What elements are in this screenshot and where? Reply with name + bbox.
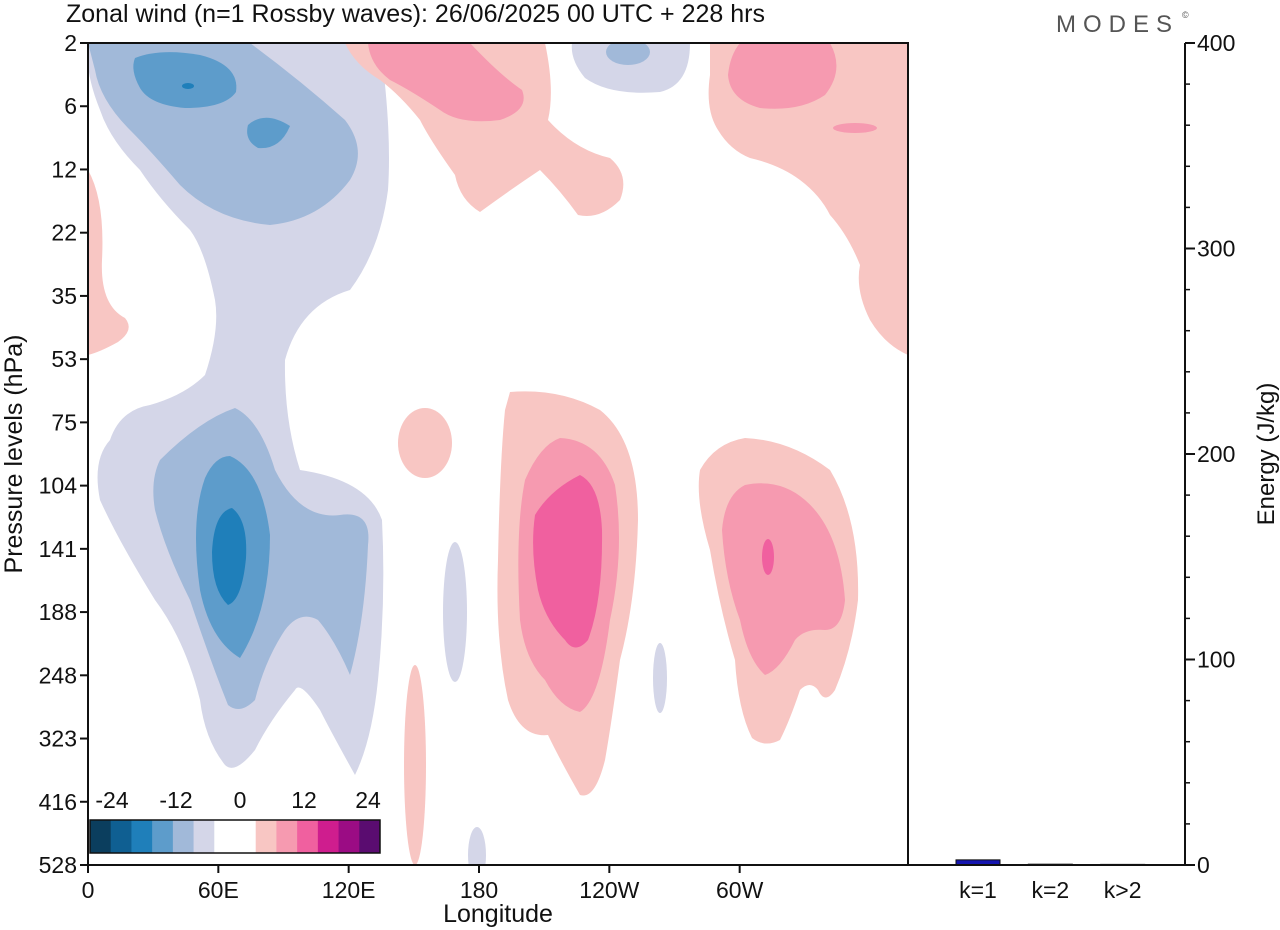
colorbar-label: -12 [159, 787, 192, 813]
colorbar-cell [359, 820, 381, 853]
y-tick-label: 416 [39, 789, 77, 815]
colorbar-cell [255, 820, 277, 853]
x-tick-label: 60E [198, 877, 239, 903]
colorbar-cell [235, 820, 257, 853]
colorbar-cell [276, 820, 298, 853]
y-tick-label: 12 [51, 156, 77, 182]
colorbar-frame [89, 819, 381, 854]
colorbar-cell [172, 820, 195, 853]
energy-category-label: k>2 [1104, 877, 1142, 903]
contour-pos-5 [833, 123, 877, 133]
energy-tick-label: 0 [1197, 852, 1210, 878]
x-axis: 0 60E 120E 180 120W 60W [82, 865, 764, 903]
y-tick-label: 104 [39, 473, 78, 499]
x-tick-label: 120W [579, 877, 639, 903]
energy-axis-label: Energy (J/kg) [1253, 383, 1280, 526]
contour-neg-3b [247, 117, 290, 149]
energy-tick-label: 100 [1197, 647, 1235, 673]
contour-pos-8 [404, 665, 426, 865]
contour-neg-3a [133, 52, 237, 108]
contour-pos-4 [728, 43, 837, 109]
y-tick-label: 141 [39, 536, 77, 562]
x-tick-label: 60W [716, 877, 764, 903]
contour-neg-8 [571, 43, 690, 93]
contour-neg-9 [606, 43, 650, 65]
colorbar-cell [214, 820, 236, 853]
y-tick-label: 53 [51, 346, 77, 372]
colorbar-cell [338, 820, 360, 853]
colorbar-cell [297, 820, 319, 853]
contour-pos-13 [722, 483, 845, 675]
y-tick-label: 75 [51, 409, 77, 435]
colorbar-label: 12 [291, 787, 317, 813]
modes-logo: MODES [1056, 11, 1179, 38]
contour-neg-5 [443, 542, 467, 682]
y-tick-label: 188 [39, 599, 77, 625]
y-tick-label: 6 [64, 93, 77, 119]
contour-pos-3 [708, 43, 908, 355]
x-tick-label: 120E [322, 877, 376, 903]
x-axis-label: Longitude [443, 900, 553, 928]
contour-neg-4b [212, 508, 247, 605]
contour-neg-4a [182, 83, 194, 89]
colorbar-label: 0 [234, 787, 247, 813]
y-tick-label: 22 [51, 220, 77, 246]
contour-field [88, 43, 908, 865]
contour-neg-7 [468, 827, 486, 865]
y-axis: 2 6 12 22 35 53 75 104 141 188 248 323 416 528 [39, 30, 88, 878]
energy-category-label: k=2 [1031, 877, 1069, 903]
colorbar-cell [110, 820, 132, 853]
energy-tick-label: 300 [1197, 236, 1235, 262]
energy-category-label: k=1 [959, 877, 997, 903]
x-tick-label: 0 [82, 877, 95, 903]
colorbar-label: 24 [355, 787, 381, 813]
contour-pos-11 [533, 475, 603, 648]
energy-tick-label: 400 [1197, 30, 1235, 56]
contour-neg-6 [653, 643, 667, 713]
y-tick-label: 528 [39, 852, 77, 878]
colorbar-cell [152, 820, 174, 853]
y-tick-label: 323 [39, 726, 77, 752]
x-tick-label: 180 [460, 877, 498, 903]
y-tick-label: 2 [64, 30, 77, 56]
y-tick-label: 248 [39, 662, 77, 688]
y-axis-label: Pressure levels (hPa) [0, 335, 28, 574]
colorbar-cell [317, 820, 340, 853]
colorbar-cell [90, 820, 112, 853]
plot-frame [87, 42, 909, 866]
contour-pos-2 [368, 43, 524, 122]
modes-logo-mark: © [1182, 10, 1189, 20]
contour-pos-7 [398, 408, 452, 478]
colorbar-cell [131, 820, 153, 853]
colorbar-label: -24 [95, 787, 128, 813]
colorbar-cell [193, 820, 215, 853]
contour-pos-14 [762, 539, 774, 575]
colorbar: -24 -12 0 12 24 [89, 787, 381, 854]
y-tick-label: 35 [51, 283, 77, 309]
chart-title: Zonal wind (n=1 Rossby waves): 26/06/202… [66, 0, 765, 28]
energy-panel: 0 100 200 300 400 k=1 k=2 k>2 Energy (J/kg) [908, 30, 1280, 903]
contour-pos-6 [88, 170, 129, 355]
energy-tick-label: 200 [1197, 441, 1235, 467]
